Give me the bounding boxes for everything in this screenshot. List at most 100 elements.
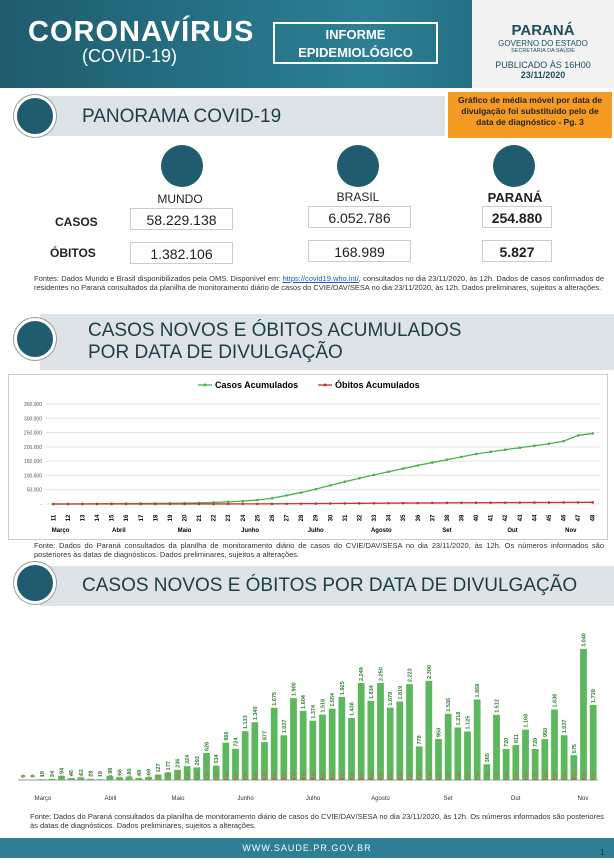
bar (426, 778, 431, 780)
text: Fontes: Dados Mundo e Brasil disponibili… (34, 274, 283, 283)
data-label: 2.249 (359, 667, 365, 681)
bar (222, 742, 230, 780)
data-label: 1.037 (562, 720, 568, 734)
bar (77, 777, 85, 780)
data-label: 950 (437, 728, 443, 737)
x-tick-label: 27 (285, 514, 291, 521)
bar (502, 748, 510, 780)
bar (473, 699, 481, 780)
point (562, 439, 565, 443)
data-label: 98 (108, 768, 114, 774)
data-label: 950 (543, 728, 549, 737)
data-label: 8 (156, 774, 161, 777)
bar (589, 705, 597, 780)
bar (309, 720, 317, 780)
legend-label: Casos Acumulados (215, 380, 298, 390)
x-tick-label: 13 (80, 514, 86, 521)
point (95, 502, 99, 506)
data-label: 12 (495, 771, 500, 777)
data-label: 40 (330, 771, 335, 777)
month-label: Set (442, 528, 451, 534)
x-tick-label: 42 (503, 514, 509, 521)
data-label: 38 (582, 771, 587, 777)
data-label: 45 (301, 771, 306, 777)
data-label: 1.675 (272, 692, 278, 706)
data-label: 16 (195, 771, 200, 777)
data-label: 3 (79, 774, 84, 777)
month-label: Set (443, 796, 452, 802)
bar (562, 778, 567, 780)
link[interactable]: https://covid19.who.int/ (282, 274, 359, 283)
bar (96, 779, 104, 780)
bar (378, 778, 383, 780)
bar (193, 767, 201, 780)
point (285, 494, 288, 497)
data-label: 1 (98, 774, 103, 777)
data-label: 42 (340, 771, 345, 777)
point (445, 458, 449, 462)
x-tick-label: 21 (197, 514, 203, 521)
bar (281, 778, 286, 780)
y-tick-label: - (40, 502, 42, 508)
data-label: 18 (456, 771, 461, 777)
data-label: 28 (234, 771, 239, 777)
text: , consultados no dia 23/11/2020, às 12h.… (34, 274, 604, 292)
data-label: 1.037 (282, 720, 288, 734)
data-label: 1.438 (350, 702, 356, 716)
value-box: 1.382.106 (130, 242, 233, 264)
month-label: Junho (237, 796, 254, 802)
bar (87, 778, 94, 780)
data-label: 20 (446, 771, 451, 777)
footer: WWW.SAUDE.PR.GOV.BR (0, 838, 614, 858)
x-tick-label: 32 (357, 514, 363, 521)
bar (454, 727, 462, 780)
bar (339, 778, 344, 780)
bar (291, 778, 296, 780)
section-icon (14, 562, 56, 604)
bar (145, 777, 152, 780)
bar (455, 779, 460, 780)
point (168, 502, 172, 506)
x-tick-label: 36 (416, 514, 422, 521)
point (518, 446, 522, 450)
data-label: 575 (572, 744, 578, 753)
point (474, 501, 478, 505)
value-box: 254.880 (482, 206, 552, 228)
bar (48, 778, 56, 780)
bar (270, 707, 278, 780)
data-label: 1.819 (398, 686, 404, 700)
bar (328, 708, 336, 780)
data-label: 3 (118, 774, 123, 777)
y-tick-label: 200.000 (24, 445, 42, 451)
point (576, 434, 580, 437)
data-label: 811 (514, 734, 520, 743)
point (124, 502, 128, 506)
point (81, 502, 84, 506)
bar (523, 778, 528, 780)
report-line: EPIDEMIOLÓGICO (298, 45, 413, 60)
bar (272, 778, 277, 780)
point (416, 501, 420, 505)
point (328, 484, 332, 487)
data-label: 1.125 (466, 716, 472, 730)
legend-label: Óbitos Acumulados (335, 379, 420, 390)
point (431, 461, 434, 464)
bar (349, 778, 354, 780)
point (445, 501, 449, 505)
data-label: 2 (60, 774, 65, 777)
bar (581, 778, 586, 780)
legend-marker (203, 383, 207, 387)
point (226, 500, 230, 504)
data-label: 127 (156, 763, 162, 772)
data-label: 1 (69, 774, 74, 777)
bar (359, 778, 364, 780)
data-label: 720 (533, 738, 539, 747)
bar (522, 729, 529, 780)
point (460, 501, 463, 505)
bar (154, 774, 162, 780)
bar (464, 731, 471, 780)
legend-marker (323, 383, 327, 387)
bar (552, 778, 557, 780)
data-label: 365 (485, 753, 491, 762)
x-tick-label: 11 (51, 514, 57, 521)
